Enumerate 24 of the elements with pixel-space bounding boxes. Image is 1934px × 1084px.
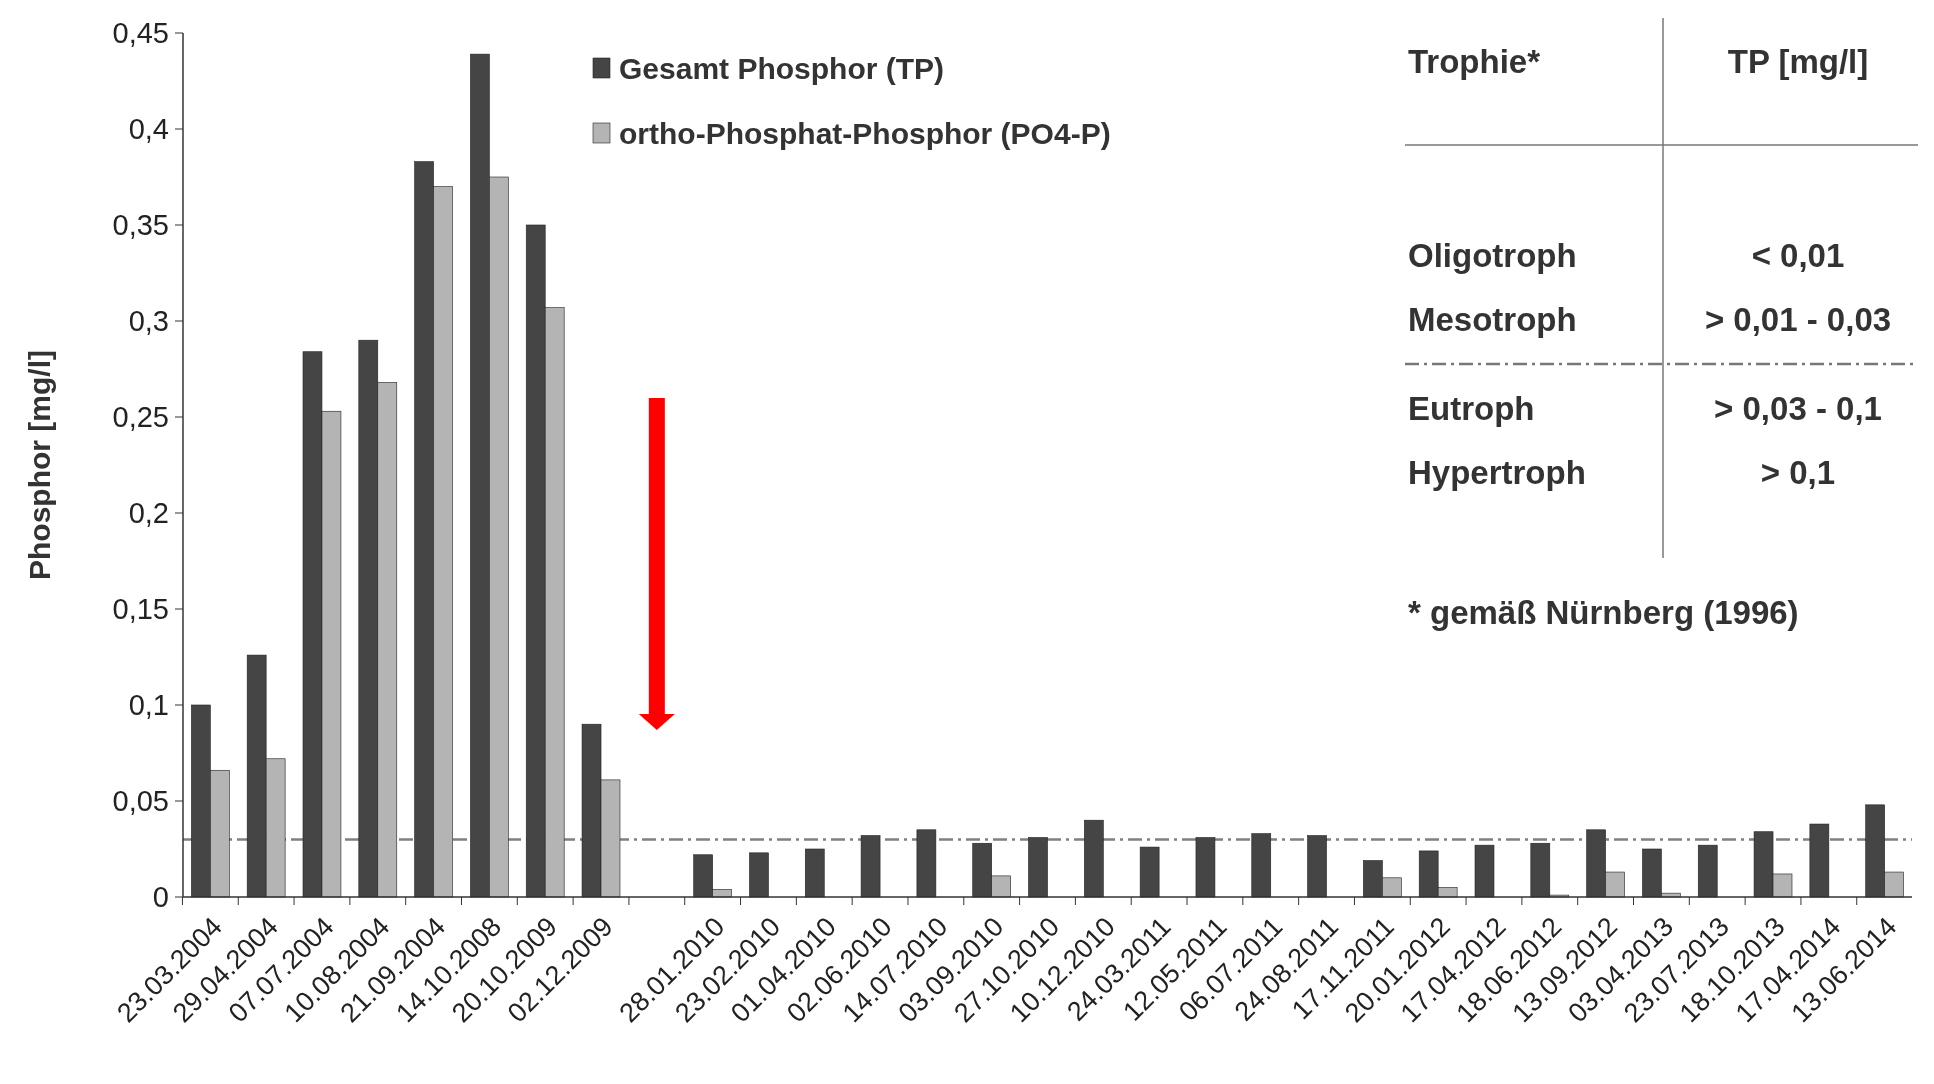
annotation: Mesotroph xyxy=(1408,300,1577,338)
legend-label: Gesamt Phosphor (TP) xyxy=(619,51,945,85)
annotation: Eutroph xyxy=(1408,389,1535,427)
y-tick-label: 0,2 xyxy=(128,497,169,530)
annotation: Oligotroph xyxy=(1408,236,1577,274)
annotation: Hypertroph xyxy=(1408,453,1586,491)
y-tick-label: 0,25 xyxy=(112,401,169,434)
y-axis-title: Phosphor [mg/l] xyxy=(23,350,56,580)
y-tick-label: 0,45 xyxy=(112,17,169,50)
y-tick-label: 0,35 xyxy=(112,209,169,242)
y-tick-label: 0 xyxy=(152,881,169,914)
y-tick-label: 0,05 xyxy=(112,785,169,818)
annotation: * gemäß Nürnberg (1996) xyxy=(1408,593,1799,631)
annotation: TP [mg/l] xyxy=(1727,42,1869,80)
legend-label: ortho-Phosphat-Phosphor (PO4-P) xyxy=(619,116,1111,150)
y-tick-label: 0,15 xyxy=(112,593,169,626)
y-tick-label: 0,4 xyxy=(128,113,169,146)
annotation: > 0,03 - 0,1 xyxy=(1714,389,1882,427)
y-tick-label: 0,1 xyxy=(128,689,169,722)
annotation: > 0,01 - 0,03 xyxy=(1704,300,1892,338)
annotation: > 0,1 xyxy=(1760,453,1836,491)
y-tick-label: 0,3 xyxy=(128,305,169,338)
annotation: Trophie* xyxy=(1408,42,1541,80)
annotation: < 0,01 xyxy=(1751,236,1845,274)
